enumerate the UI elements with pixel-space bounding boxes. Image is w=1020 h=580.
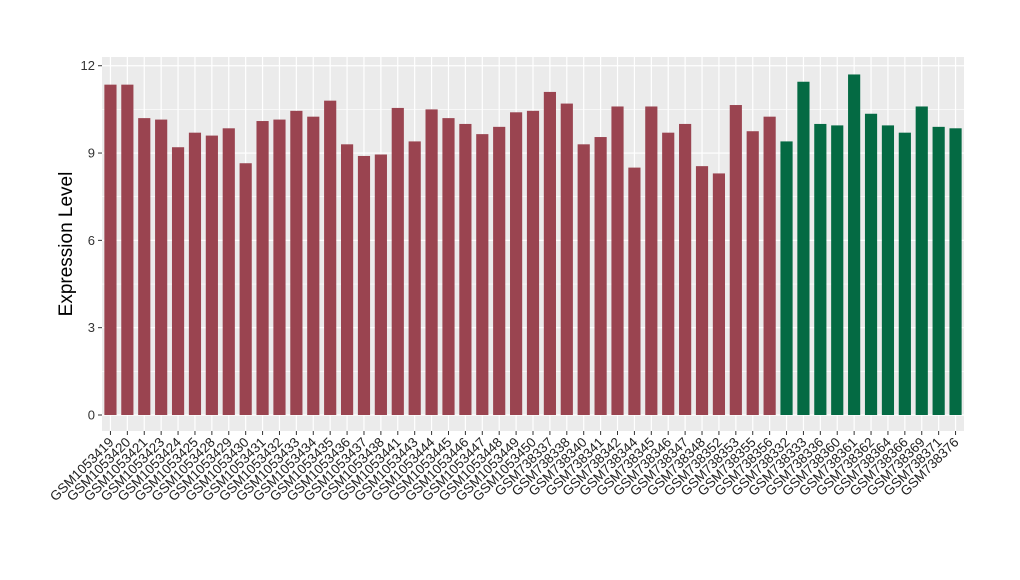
y-tick-label: 0 — [88, 407, 95, 422]
bar-GSM1053431 — [256, 121, 269, 415]
bar-GSM738332 — [780, 141, 793, 415]
bar-GSM738369 — [915, 106, 928, 415]
bar-GSM738353 — [729, 105, 742, 415]
bar-GSM738352 — [712, 173, 726, 415]
bar-GSM1053421 — [138, 118, 151, 415]
bar-GSM1053434 — [307, 116, 320, 415]
bar-GSM1053419 — [104, 84, 117, 415]
y-tick-label: 6 — [88, 233, 95, 248]
y-axis-title: Expression Level — [56, 172, 77, 317]
bars — [104, 74, 962, 415]
bar-GSM738342 — [611, 106, 624, 415]
bar-GSM738362 — [864, 113, 878, 415]
bar-GSM738364 — [881, 125, 895, 415]
bar-GSM1053437 — [357, 155, 371, 415]
x-axis: GSM1053419GSM1053420GSM1053421GSM1053423… — [47, 431, 962, 504]
bar-GSM738366 — [898, 132, 911, 415]
bar-GSM1053432 — [273, 119, 286, 415]
bar-GSM1053433 — [290, 110, 303, 415]
bar-GSM1053429 — [222, 128, 235, 415]
bar-GSM1053430 — [239, 163, 252, 415]
bar-GSM1053424 — [171, 147, 185, 415]
bar-GSM738337 — [543, 91, 556, 415]
bar-GSM1053438 — [374, 154, 387, 415]
bar-GSM1053420 — [121, 84, 134, 415]
bar-GSM738355 — [746, 131, 759, 415]
bar-GSM1053446 — [459, 123, 472, 415]
bar-GSM1053447 — [476, 134, 489, 415]
bar-GSM738344 — [628, 167, 641, 415]
bar-GSM738360 — [831, 125, 844, 415]
bar-GSM1053423 — [155, 119, 168, 415]
y-tick-label: 9 — [88, 146, 95, 161]
bar-GSM1053445 — [442, 118, 455, 415]
bar-GSM1053444 — [425, 109, 438, 415]
bar-GSM1053450 — [526, 110, 540, 415]
bar-GSM738361 — [848, 74, 861, 415]
y-tick-label: 12 — [81, 58, 95, 73]
bar-GSM738336 — [814, 123, 827, 415]
bar-GSM1053436 — [340, 144, 354, 415]
bar-GSM738345 — [645, 106, 658, 415]
bar-GSM738346 — [662, 132, 675, 415]
bar-GSM738376 — [949, 128, 962, 415]
bar-GSM738348 — [695, 166, 709, 415]
bar-GSM738340 — [577, 144, 590, 415]
bar-GSM738338 — [560, 103, 573, 415]
y-axis: 0 3 6 9 12 — [81, 58, 102, 422]
y-tick-label: 3 — [88, 320, 95, 335]
bar-GSM1053441 — [391, 107, 404, 415]
bar-GSM1053448 — [493, 126, 506, 415]
bar-GSM738371 — [932, 126, 945, 415]
bar-GSM738341 — [594, 137, 607, 415]
bar-GSM1053443 — [408, 141, 421, 415]
bar-GSM1053449 — [510, 112, 523, 415]
bar-GSM1053435 — [324, 100, 337, 415]
bar-GSM1053425 — [188, 132, 202, 415]
bar-GSM738347 — [679, 123, 692, 415]
bar-GSM738333 — [797, 81, 810, 415]
bar-GSM738356 — [763, 116, 776, 415]
bar-GSM1053428 — [205, 135, 218, 415]
